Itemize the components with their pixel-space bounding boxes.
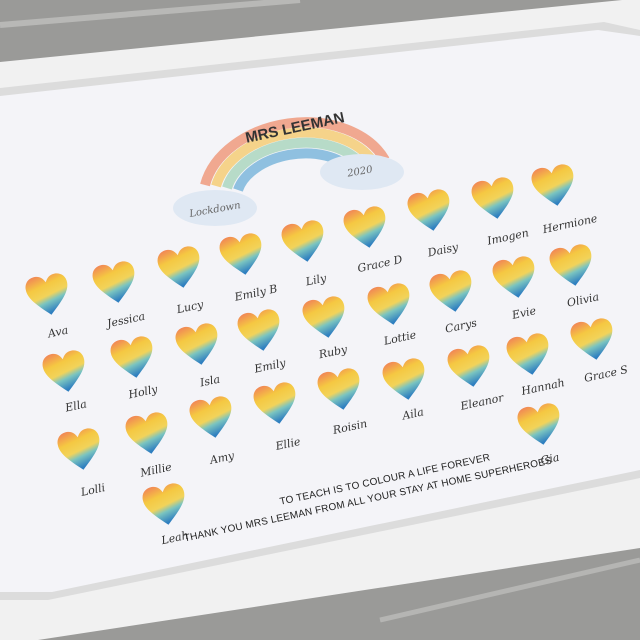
rainbow-heart-icon [89, 257, 142, 308]
rainbow-heart-icon [154, 242, 207, 293]
rainbow-heart-icon [528, 160, 581, 211]
rainbow-heart-icon [139, 479, 192, 530]
rainbow-heart-icon [172, 319, 225, 370]
rainbow-heart-icon [234, 305, 287, 356]
rainbow-heart-icon [39, 346, 92, 397]
rainbow-heart-icon [122, 408, 175, 459]
cloud-right [320, 154, 404, 190]
rainbow-heart-icon [186, 392, 239, 443]
rainbow-heart-icon [546, 240, 599, 291]
rainbow-heart-icon [503, 329, 556, 380]
rainbow-heart-icon [299, 292, 352, 343]
rainbow-heart-icon [107, 332, 160, 383]
rainbow-heart-icon [426, 266, 479, 317]
rainbow-heart-icon [567, 314, 620, 365]
rainbow-heart-icon [216, 229, 269, 280]
rainbow-heart-icon [364, 279, 417, 330]
rainbow-heart-icon [278, 216, 331, 267]
rainbow-heart-icon [404, 185, 457, 236]
rainbow-heart-icon [314, 364, 367, 415]
rainbow-heart-icon [468, 173, 521, 224]
rainbow-illustration [173, 117, 404, 226]
cloud-left [173, 190, 257, 226]
rainbow-heart-icon [22, 269, 75, 320]
rainbow-heart-icon [444, 341, 497, 392]
rainbow-heart-icon [340, 202, 393, 253]
rainbow-heart-icon [489, 252, 542, 303]
rainbow-heart-icon [250, 378, 303, 429]
rainbow-heart-icon [54, 424, 107, 475]
rainbow-heart-icon [379, 354, 432, 405]
rainbow-heart-icon [514, 399, 567, 450]
